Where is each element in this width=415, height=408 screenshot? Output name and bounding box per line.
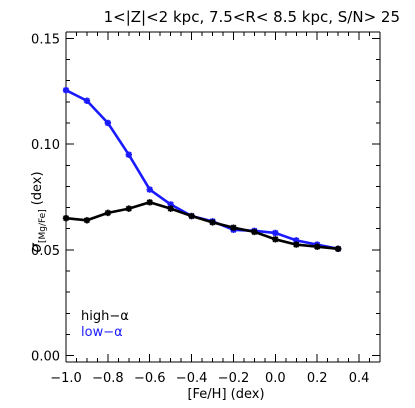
data-point-low-alpha	[272, 229, 279, 237]
data-point-high-alpha	[209, 219, 216, 226]
y-tick-label: 0.10	[31, 138, 60, 153]
y-axis-title: σ[Mg/Fe] (dex)	[27, 171, 48, 252]
series-line-low-alpha	[64, 88, 340, 251]
x-tick-label: 0.0	[265, 371, 286, 386]
svg-text:σ[Mg/Fe](dex): σ[Mg/Fe] (dex)	[27, 171, 48, 252]
series-layer	[62, 86, 342, 253]
series-low-alpha	[62, 86, 342, 253]
y-tick-label: 0.00	[31, 350, 60, 365]
y-axis-subscript: [Mg/Fe]	[38, 209, 48, 243]
data-point-low-alpha	[83, 97, 91, 104]
y-tick-label: 0.15	[31, 32, 60, 47]
y-axis-unit: (dex)	[30, 171, 45, 205]
data-point-high-alpha	[314, 243, 321, 250]
x-tick-label: −1.0	[50, 371, 82, 386]
x-tick-label: 0.2	[307, 371, 328, 386]
data-point-high-alpha	[334, 245, 342, 253]
x-tick-label: −0.6	[134, 371, 166, 386]
data-point-high-alpha	[293, 241, 300, 248]
data-point-high-alpha	[62, 214, 70, 222]
data-point-high-alpha	[272, 236, 279, 243]
legend: high−α low−α	[81, 309, 129, 340]
data-point-high-alpha	[230, 224, 237, 231]
chart-title: 1<|Z|<2 kpc, 7.5<R< 8.5 kpc, S/N> 25	[104, 8, 400, 26]
data-point-low-alpha	[146, 186, 153, 193]
data-point-low-alpha	[293, 237, 300, 244]
series-high-alpha	[62, 199, 342, 253]
ticks: −1.0 −0.8 −0.6 −0.4 −0.2 0.0 0.2 0.4 0.00 0.05 0.1…	[31, 32, 381, 386]
data-point-high-alpha	[188, 212, 195, 220]
data-point-low-alpha	[167, 201, 174, 208]
x-tick-label: 0.4	[349, 371, 370, 386]
x-tick-label: −0.2	[218, 371, 250, 386]
data-point-high-alpha	[167, 205, 174, 212]
y-tick-label: 0.05	[31, 244, 60, 259]
data-point-high-alpha	[146, 199, 153, 206]
data-point-low-alpha	[125, 151, 132, 158]
data-point-high-alpha	[104, 209, 112, 217]
y-axis-symbol: σ	[27, 243, 45, 253]
series-line-high-alpha	[64, 200, 340, 251]
data-point-low-alpha	[62, 86, 70, 94]
x-tick-label: −0.4	[176, 371, 208, 386]
data-point-low-alpha	[104, 119, 112, 127]
data-point-high-alpha	[83, 217, 91, 224]
x-tick-label: −0.8	[92, 371, 124, 386]
data-point-high-alpha	[125, 205, 132, 212]
x-axis-title: [Fe/H] (dex)	[187, 387, 264, 402]
legend-entry-low-alpha: low−α	[81, 325, 123, 340]
legend-entry-high-alpha: high−α	[81, 309, 129, 324]
data-point-high-alpha	[251, 228, 258, 236]
